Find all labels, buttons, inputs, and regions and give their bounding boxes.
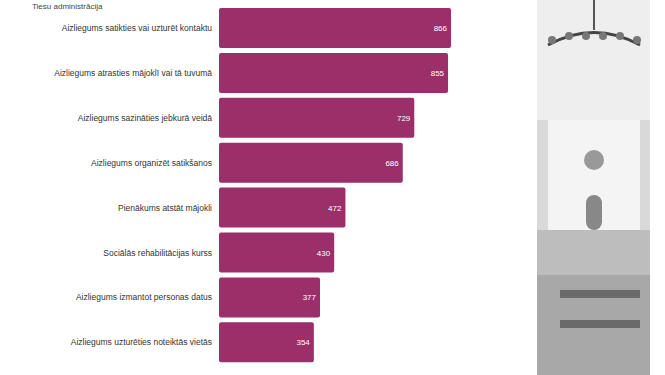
category-label: Aizliegums atrasties mājoklī vai tā tuvu… [54, 68, 212, 78]
labels: Aizliegums satikties vai uzturēt kontakt… [54, 23, 447, 347]
category-label: Aizliegums izmantot personas datus [76, 292, 212, 302]
photo-chandelier [548, 36, 556, 44]
category-label: Pienākums atstāt mājokli [118, 203, 212, 213]
bar [219, 98, 414, 138]
bar [219, 188, 345, 228]
photo-door [586, 195, 602, 230]
photo-bench [560, 320, 640, 328]
bar [219, 322, 314, 362]
bars [219, 8, 451, 362]
data-label: 686 [385, 159, 399, 168]
category-label: Sociālās rehabilitācijas kurss [103, 248, 212, 258]
photo-chandelier [599, 32, 607, 40]
bar [219, 143, 403, 183]
photo-bench [560, 290, 640, 298]
category-label: Aizliegums organizēt satikšanos [91, 158, 212, 168]
photo-floor [537, 275, 650, 375]
data-label: 855 [431, 69, 445, 78]
photo-chandelier [633, 36, 641, 44]
photo-chandelier [582, 32, 590, 40]
photo-chandelier [616, 32, 624, 40]
bar [219, 233, 334, 273]
photo-chandelier [593, 0, 595, 30]
bar [219, 8, 451, 48]
data-label: 377 [303, 293, 317, 302]
photo-panel [548, 120, 640, 230]
category-label: Aizliegums sazināties jebkurā veidā [78, 113, 212, 123]
photo-bg [537, 0, 650, 375]
photo-emblem [584, 150, 604, 170]
category-label: Aizliegums satikties vai uzturēt kontakt… [62, 23, 213, 33]
category-label: Aizliegums uzturēties noteiktās vietās [71, 337, 212, 347]
data-label: 472 [328, 204, 342, 213]
photo [537, 0, 650, 375]
photo-chandelier [565, 32, 573, 40]
photo-desk [537, 230, 650, 275]
data-label: 354 [296, 338, 310, 347]
data-label: 866 [434, 24, 448, 33]
data-label: 729 [397, 114, 411, 123]
subtitle: Tiesu administrācija [32, 2, 103, 11]
photo-chandelier [548, 33, 640, 46]
data-label: 430 [317, 249, 331, 258]
bar [219, 277, 320, 317]
bar [219, 53, 448, 93]
photo-wall [537, 0, 650, 120]
